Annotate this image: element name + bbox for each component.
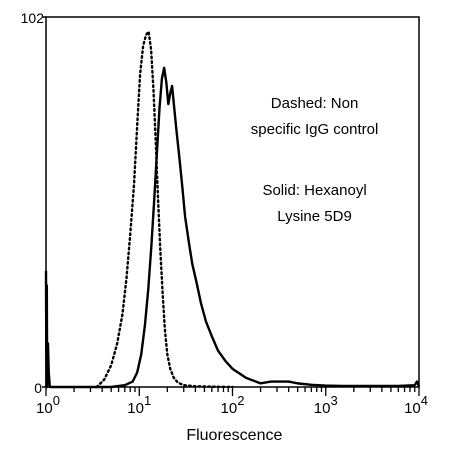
- x-tick-label: 103: [314, 393, 338, 417]
- x-tick-label-base: 10: [221, 400, 238, 417]
- x-tick-label: 100: [36, 393, 60, 417]
- histogram-series: [44, 30, 421, 389]
- x-tick-label-exponent: 0: [53, 393, 60, 408]
- x-axis-label: Fluorescence: [186, 427, 282, 444]
- annotation-dashed-line-2: specific IgG control: [251, 121, 379, 138]
- x-axis-tick-labels: 100 101 102 103 104: [36, 393, 428, 417]
- x-tick-label-exponent: 2: [237, 393, 244, 408]
- x-tick-label-base: 10: [404, 400, 421, 417]
- plot-frame: [45, 16, 420, 388]
- annotation-solid-line-1: Solid: Hexanoyl: [262, 182, 366, 199]
- x-tick-label-exponent: 1: [144, 393, 151, 408]
- x-tick-label-base: 10: [314, 400, 331, 417]
- x-tick-label: 102: [221, 393, 245, 417]
- x-tick-label-exponent: 4: [421, 393, 428, 408]
- x-tick-label-base: 10: [36, 400, 53, 417]
- y-tick-label-max: 102: [21, 10, 45, 26]
- annotation-solid-line-2: Lysine 5D9: [277, 208, 352, 225]
- x-axis-ticks: [42, 16, 420, 396]
- annotation-dashed-line-1: Dashed: Non: [271, 95, 359, 112]
- y-tick-label-zero: 0: [34, 380, 42, 396]
- series-solid-line: [44, 66, 421, 389]
- series-dashed-line: [95, 30, 234, 389]
- x-tick-label-base: 10: [127, 400, 144, 417]
- x-tick-label: 104: [404, 393, 428, 417]
- x-tick-label: 101: [127, 393, 151, 417]
- x-tick-label-exponent: 3: [330, 393, 337, 408]
